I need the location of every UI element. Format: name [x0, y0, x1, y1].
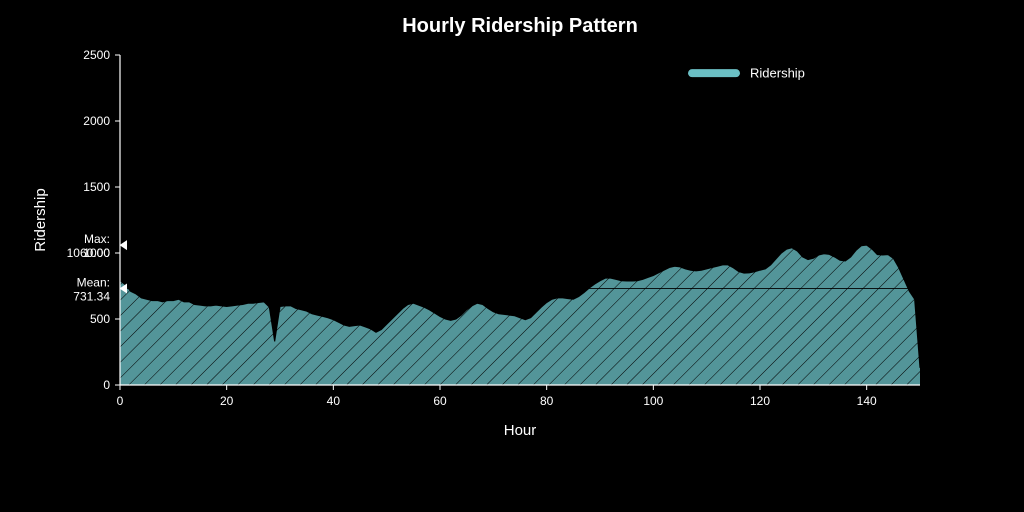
y-tick-label: 1000	[83, 246, 110, 260]
y-tick-label: 2500	[83, 48, 110, 62]
x-tick-label: 140	[857, 394, 877, 408]
y-tick-label: 2000	[83, 114, 110, 128]
x-tick-label: 60	[433, 394, 447, 408]
x-axis-label: Hour	[504, 422, 537, 439]
x-tick-label: 0	[117, 394, 124, 408]
x-tick-label: 80	[540, 394, 554, 408]
chart-container: Hourly Ridership PatternMean:731.34Max:1…	[0, 0, 1024, 512]
mean-annotation: Mean:731.34	[73, 275, 110, 303]
mean-annotation-value: 731.34	[73, 289, 110, 303]
x-tick-label: 120	[750, 394, 770, 408]
x-tick-label: 100	[643, 394, 663, 408]
mean-annotation-label: Mean:	[77, 275, 110, 289]
max-annotation-label: Max:	[84, 232, 110, 246]
y-tick-label: 1500	[83, 180, 110, 194]
x-tick-label: 40	[327, 394, 341, 408]
y-axis-label: Ridership	[32, 188, 49, 251]
legend-swatch	[688, 69, 740, 77]
y-tick-label: 500	[90, 312, 110, 326]
x-tick-label: 20	[220, 394, 234, 408]
legend-label: Ridership	[750, 66, 805, 81]
ridership-area-chart: Hourly Ridership PatternMean:731.34Max:1…	[0, 0, 1024, 512]
chart-title: Hourly Ridership Pattern	[402, 15, 638, 37]
y-tick-label: 0	[103, 378, 110, 392]
